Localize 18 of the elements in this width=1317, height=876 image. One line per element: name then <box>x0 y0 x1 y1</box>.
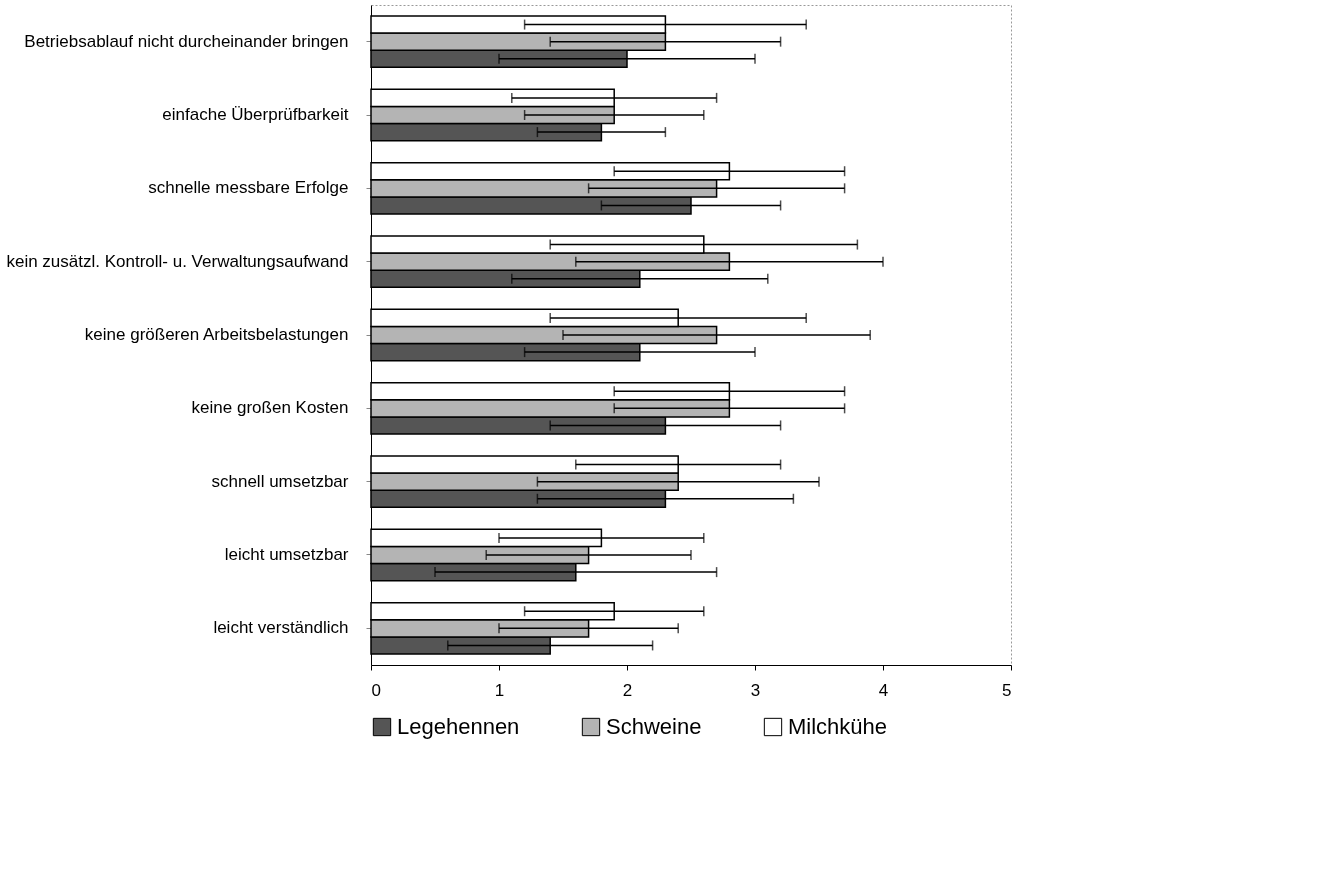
y-tick-label: leicht umsetzbar <box>224 545 349 564</box>
x-tick-label: 1 <box>494 680 505 700</box>
legend-label: Milchkühe <box>788 714 888 739</box>
x-tick-label: 3 <box>750 680 761 700</box>
y-tick-label: keine größeren Arbeitsbelastungen <box>84 325 349 344</box>
y-tick-label: schnelle messbare Erfolge <box>148 178 349 198</box>
legend-label: Schweine <box>606 714 702 739</box>
y-tick-label: keine großen Kosten <box>191 398 349 418</box>
y-tick-label: kein zusätzl. Kontroll- u. Verwaltungsaufwand <box>6 251 349 271</box>
y-tick-label: einfache Überprüfbarkeit <box>162 105 349 124</box>
y-tick-label: leicht verständlich <box>213 618 349 638</box>
y-tick-label: Betriebsablauf nicht durcheinander bringen <box>24 31 349 51</box>
legend-label: Legehennen <box>397 714 520 739</box>
x-tick-label: 0 <box>371 680 381 700</box>
y-tick-label: schnell umsetzbar <box>211 471 349 491</box>
x-tick-label: 2 <box>622 680 633 700</box>
x-tick-label: 4 <box>878 680 889 700</box>
x-tick-label: 5 <box>1002 680 1012 700</box>
